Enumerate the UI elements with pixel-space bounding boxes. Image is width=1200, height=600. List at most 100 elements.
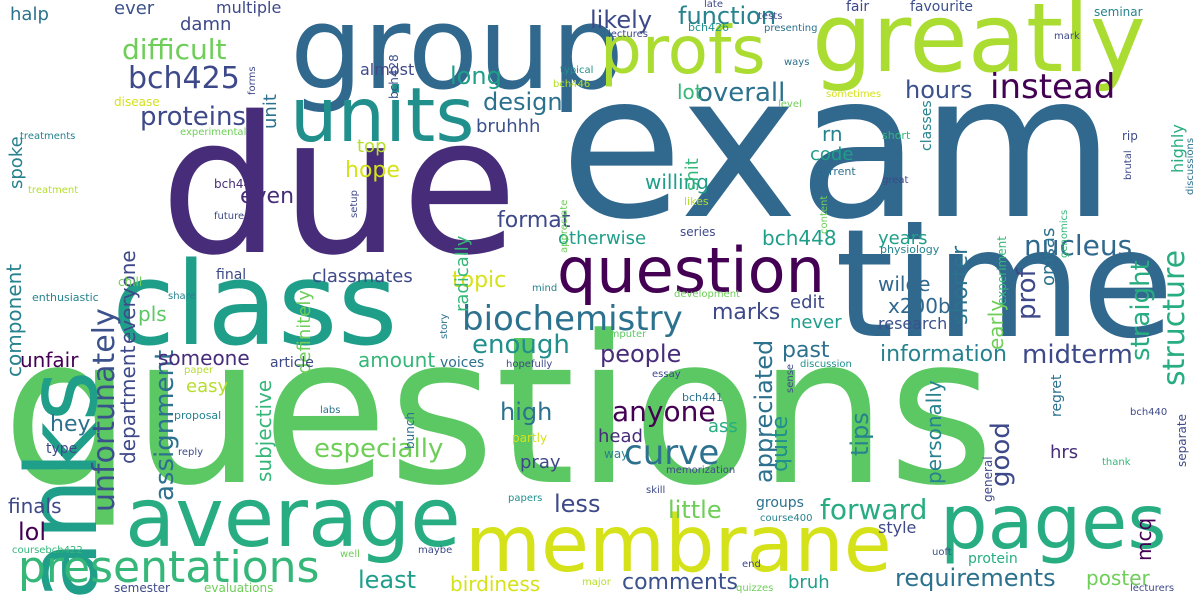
word-bch444: bch444 xyxy=(214,177,259,191)
word-hope: hope xyxy=(345,158,400,183)
word-format: format xyxy=(497,208,571,233)
word-semester: semester xyxy=(114,581,170,595)
word-unfair: unfair xyxy=(20,348,79,372)
word-major: major xyxy=(582,577,611,588)
word-curve: curve xyxy=(624,433,720,473)
word-final: final xyxy=(216,267,247,283)
word-development: development xyxy=(674,289,740,300)
word-classes: classes xyxy=(919,100,935,151)
word-hours: hours xyxy=(905,76,973,104)
word-proposal: proposal xyxy=(174,409,222,422)
word-sometimes: sometimes xyxy=(826,89,882,100)
word-questions: questions xyxy=(2,293,995,531)
word-story: story xyxy=(439,313,450,339)
word-chill: chill xyxy=(118,275,143,289)
word-top: top xyxy=(357,136,387,157)
word-willing: willing xyxy=(645,170,709,194)
word-forward: forward xyxy=(820,493,928,526)
word-little: little xyxy=(668,496,722,524)
word-course400: course400 xyxy=(760,513,813,524)
word-comments: comments xyxy=(622,570,738,595)
word-wilde: wilde xyxy=(878,272,931,296)
word-late: late xyxy=(704,0,723,10)
word-papers: papers xyxy=(508,493,543,504)
word-class: class xyxy=(112,238,398,372)
word-bruh: bruh xyxy=(788,572,830,593)
word-amount: amount xyxy=(358,348,436,372)
word-bch440: bch440 xyxy=(1130,407,1168,418)
word-lecturers: lecturers xyxy=(1130,583,1175,594)
word-average: average xyxy=(125,471,461,566)
word-essay: essay xyxy=(652,369,681,380)
word-edit: edit xyxy=(790,292,825,313)
word-mind: mind xyxy=(532,283,558,294)
word-bunch: bunch xyxy=(403,411,417,449)
word-design: design xyxy=(483,88,563,116)
word-maybe: maybe xyxy=(418,545,453,556)
word-personally: personally xyxy=(922,380,946,484)
word-highly: highly xyxy=(1168,124,1187,173)
word-especially: especially xyxy=(314,434,444,464)
word-instead: instead xyxy=(990,67,1116,107)
word-great: great xyxy=(882,175,909,186)
word-bch448: bch448 xyxy=(762,226,837,250)
word-bch446: bch446 xyxy=(553,79,591,90)
word-rn: rn xyxy=(822,122,843,146)
word-department: department xyxy=(116,345,140,464)
word-way: way xyxy=(604,447,629,461)
word-head: head xyxy=(598,426,643,447)
word-otherwise: otherwise xyxy=(558,228,647,249)
word-tips: tips xyxy=(846,412,874,456)
word-exam: exam xyxy=(560,31,1116,264)
word-classmates: classmates xyxy=(312,266,413,287)
word-hopefully: hopefully xyxy=(506,359,553,370)
word-short: short xyxy=(882,129,911,142)
word-research: research xyxy=(878,314,948,333)
word-regret: regret xyxy=(1049,374,1065,418)
word-least: least xyxy=(358,566,417,594)
word-series: series xyxy=(680,225,716,239)
word-discussion: discussion xyxy=(800,359,852,370)
word-omsas: omsas xyxy=(1038,227,1059,286)
word-halp: halp xyxy=(10,4,49,25)
word-bch426: bch426 xyxy=(688,21,729,34)
word-biochemistry: biochemistry xyxy=(462,299,683,339)
word-even: even xyxy=(240,184,295,209)
word-presenting: presenting xyxy=(764,23,818,34)
word-hrs: hrs xyxy=(1050,442,1079,463)
word-overall: overall xyxy=(697,78,786,108)
word-coursebch422: coursebch422 xyxy=(12,545,83,556)
word-poster: poster xyxy=(1086,566,1150,590)
word-type: type xyxy=(46,441,78,457)
word-rip: rip xyxy=(1122,129,1138,143)
word-shorter: shorter xyxy=(948,245,973,325)
word-pls: pls xyxy=(138,302,167,326)
word-pray: pray xyxy=(520,452,561,473)
word-setup: setup xyxy=(349,190,360,218)
word-topic: topic xyxy=(452,268,507,293)
word-experimental: experimental xyxy=(180,127,247,138)
word-shit: shit xyxy=(682,158,703,191)
word-bch441: bch441 xyxy=(682,391,723,404)
word-future: future xyxy=(214,211,245,222)
word-early: early xyxy=(984,299,1008,350)
word-units: units xyxy=(290,71,475,159)
word-anyone: anyone xyxy=(612,395,716,428)
word-labs: labs xyxy=(320,405,341,416)
word-physiology: physiology xyxy=(880,243,940,256)
word-ever: ever xyxy=(114,0,155,19)
word-groups: groups xyxy=(756,495,804,511)
word-enough: enough xyxy=(472,330,570,360)
word-general: general xyxy=(981,456,995,502)
word-typical: typical xyxy=(560,65,594,76)
word-past: past xyxy=(782,338,830,363)
word-appreciate: appreciate xyxy=(559,199,570,253)
word-people: people xyxy=(600,340,682,368)
word-birdiness: birdiness xyxy=(450,572,541,596)
word-mark: mark xyxy=(1054,31,1080,42)
word-end: end xyxy=(742,559,761,570)
word-memorization: memorization xyxy=(666,465,736,476)
word-article: article xyxy=(270,355,314,371)
word-content: content xyxy=(819,195,830,234)
word-presentations: presentations xyxy=(18,542,320,593)
